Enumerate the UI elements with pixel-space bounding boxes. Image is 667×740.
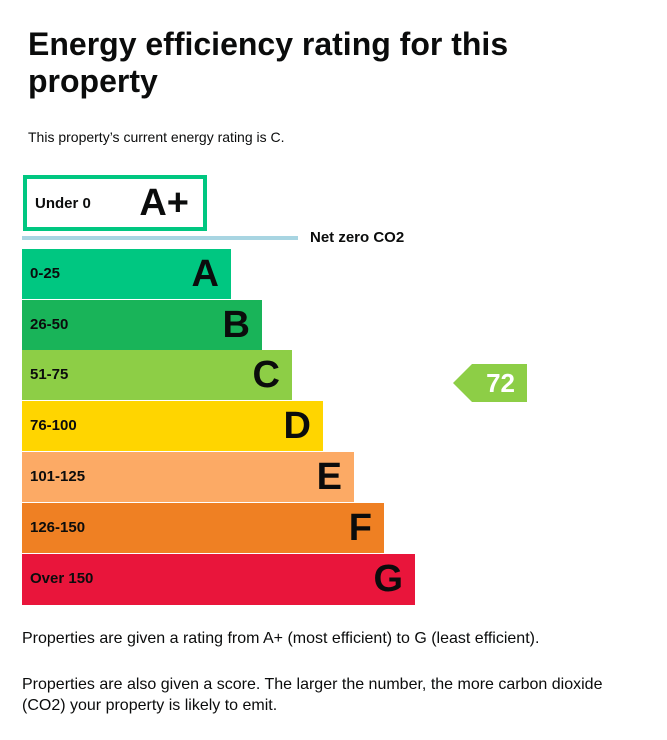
band-c: 51-75 C [22, 350, 292, 400]
band-range: 101-125 [30, 468, 86, 485]
band-letter: D [283, 405, 311, 447]
current-score: 72 [486, 368, 515, 398]
band-d: 76-100 D [22, 401, 323, 451]
band-letter: A+ [139, 182, 189, 224]
score-explanation: Properties are also given a score. The l… [22, 676, 603, 714]
band-range: 126-150 [30, 519, 86, 536]
band-a: 0-25 A [22, 249, 231, 299]
band-letter: E [316, 456, 342, 498]
band-letter: C [252, 354, 280, 396]
band-range: 26-50 [30, 316, 69, 333]
band-b: 26-50 B [22, 300, 262, 350]
band-range: 0-25 [30, 265, 61, 282]
net-zero-label: Net zero CO2 [310, 229, 405, 246]
current-score-arrow: 72 [453, 364, 527, 402]
band-letter: B [222, 304, 250, 346]
band-range: Over 150 [30, 570, 94, 587]
net-zero-line [22, 236, 298, 240]
band-letter: F [348, 507, 372, 549]
band-range: 76-100 [30, 417, 77, 434]
current-rating-text: This property’s current energy rating is… [28, 129, 285, 145]
band-letter: A [191, 253, 219, 295]
band-range: Under 0 [35, 195, 91, 212]
band-g: Over 150 G [22, 554, 415, 605]
band-letter: G [373, 558, 403, 600]
rating-explanation: Properties are given a rating from A+ (m… [22, 630, 540, 647]
page-title: Energy efficiency rating for this proper… [28, 26, 509, 99]
arrow-shape [453, 364, 527, 402]
band-a-plus: Under 0 A+ [23, 175, 207, 231]
band-range: 51-75 [30, 366, 69, 383]
band-e: 101-125 E [22, 452, 354, 502]
band-f: 126-150 F [22, 503, 384, 553]
